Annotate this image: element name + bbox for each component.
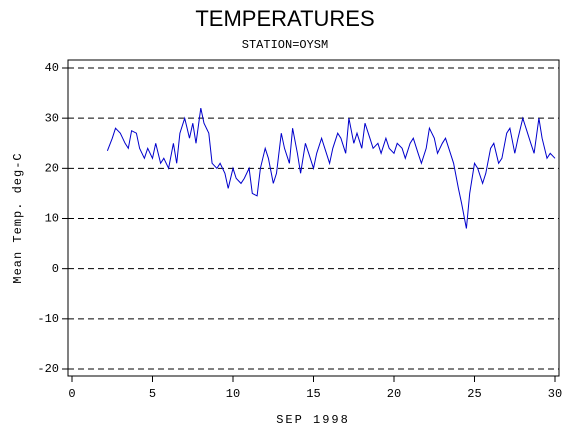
y-tick-label: 30 — [45, 111, 59, 125]
data-line — [106, 107, 556, 229]
x-tick-label: 20 — [387, 387, 401, 401]
x-tick-label: 0 — [68, 387, 75, 401]
x-tick-label: 5 — [149, 387, 156, 401]
chart-subtitle: STATION=OYSM — [242, 38, 328, 52]
y-tick-label: 0 — [52, 262, 59, 276]
x-axis-label: SEP 1998 — [276, 413, 350, 427]
y-tick-label: -20 — [37, 362, 59, 376]
x-tick-label: 10 — [226, 387, 240, 401]
x-tick-label: 15 — [306, 387, 320, 401]
y-tick-label: -10 — [37, 312, 59, 326]
chart-title: TEMPERATURES — [195, 6, 374, 31]
y-tick-label: 10 — [45, 212, 59, 226]
x-tick-label: 25 — [467, 387, 481, 401]
y-axis-label: Mean Temp. deg-C — [11, 152, 25, 283]
y-tick-label: 20 — [45, 162, 59, 176]
y-tick-label: 40 — [45, 61, 59, 75]
x-tick-label: 30 — [548, 387, 562, 401]
